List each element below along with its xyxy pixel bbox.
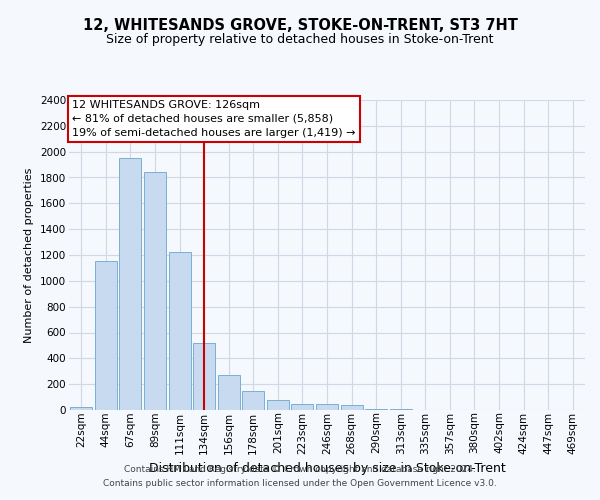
Bar (242, 390, 265, 410)
Bar (119, 158, 142, 410)
Bar (144, 172, 166, 410)
Bar (316, 404, 338, 410)
Bar (365, 408, 387, 410)
X-axis label: Distribution of detached houses by size in Stoke-on-Trent: Distribution of detached houses by size … (149, 462, 505, 475)
Y-axis label: Number of detached properties: Number of detached properties (25, 168, 34, 342)
Bar (292, 404, 313, 410)
Text: 12, WHITESANDS GROVE, STOKE-ON-TRENT, ST3 7HT: 12, WHITESANDS GROVE, STOKE-ON-TRENT, ST… (83, 18, 517, 32)
Bar (341, 405, 362, 410)
Bar (70, 407, 92, 410)
Text: 12 WHITESANDS GROVE: 126sqm
← 81% of detached houses are smaller (5,858)
19% of : 12 WHITESANDS GROVE: 126sqm ← 81% of det… (72, 100, 355, 138)
Bar (267, 400, 289, 410)
Bar (193, 343, 215, 410)
Text: Size of property relative to detached houses in Stoke-on-Trent: Size of property relative to detached ho… (106, 32, 494, 46)
Bar (218, 375, 240, 410)
Text: Contains HM Land Registry data © Crown copyright and database right 2024.
Contai: Contains HM Land Registry data © Crown c… (103, 466, 497, 487)
Bar (95, 262, 117, 410)
Bar (169, 252, 191, 410)
